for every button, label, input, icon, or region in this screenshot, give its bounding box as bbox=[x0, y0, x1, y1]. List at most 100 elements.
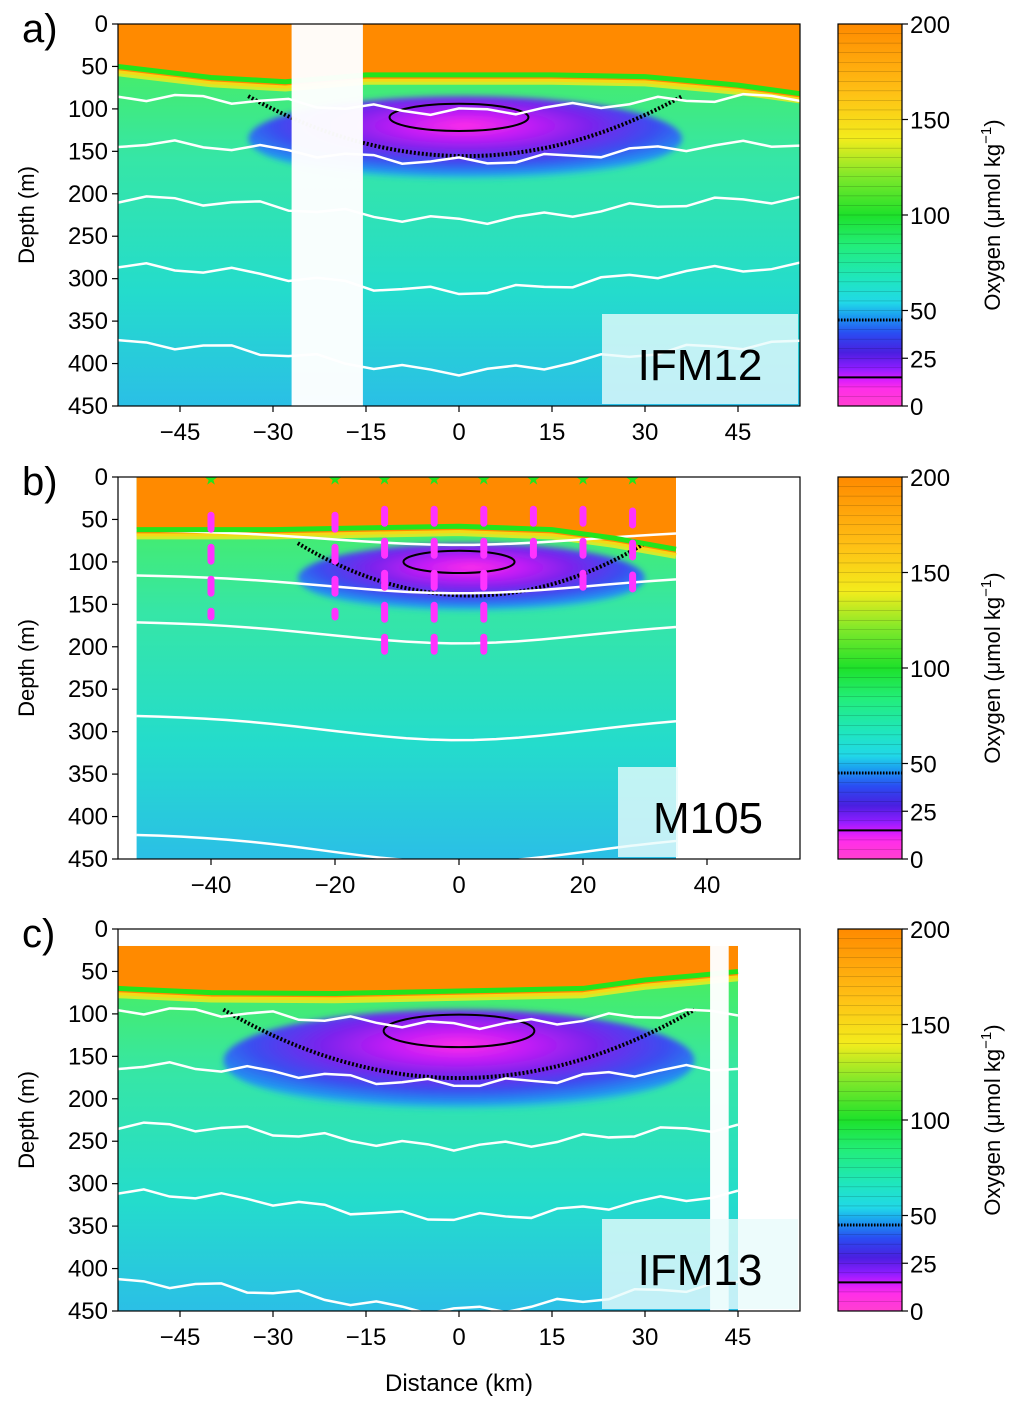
y-tick-label: 50 bbox=[81, 506, 108, 533]
y-tick-label: 0 bbox=[95, 464, 108, 491]
y-tick-label: 350 bbox=[68, 1213, 108, 1240]
min-oxygen-contour bbox=[382, 1013, 536, 1049]
station-star: ★ bbox=[377, 472, 391, 489]
oxygen-section-field bbox=[118, 24, 800, 406]
x-tick-label: 30 bbox=[632, 419, 659, 446]
colorbar-tick-label: 150 bbox=[910, 108, 950, 135]
isopycnal-line bbox=[136, 529, 677, 547]
x-tick-label: −45 bbox=[160, 1324, 201, 1351]
colorbar: 0 25 50 100 150 200 Oxygen (μmol kg−1) bbox=[837, 12, 1005, 421]
colorbar-label: Oxygen (μmol kg−1) bbox=[978, 572, 1005, 763]
cruise-label: M105 bbox=[653, 794, 763, 843]
colorbar-tick-label: 25 bbox=[910, 346, 937, 373]
y-tick-label: 400 bbox=[68, 804, 108, 831]
oxycline-line bbox=[118, 968, 739, 997]
y-tick-label: 150 bbox=[68, 138, 108, 165]
colorbar-label-main: Oxygen (μmol kg bbox=[980, 597, 1005, 764]
oxycline-line bbox=[136, 523, 677, 552]
y-tick-label: 0 bbox=[95, 916, 108, 943]
y-tick-label: 100 bbox=[68, 1001, 108, 1028]
x-tick-label: −30 bbox=[253, 419, 294, 446]
x-tick-label: −15 bbox=[346, 419, 387, 446]
isopycnal-line bbox=[118, 92, 800, 117]
colorbar-tick-label: 0 bbox=[910, 847, 923, 874]
x-tick-label: 40 bbox=[694, 872, 721, 899]
y-tick-label: 300 bbox=[68, 1171, 108, 1198]
y-tick-label: 100 bbox=[68, 549, 108, 576]
y-tick-label: 0 bbox=[95, 11, 108, 38]
station-star: ★ bbox=[204, 472, 218, 489]
hypoxic-contour bbox=[222, 1007, 696, 1080]
y-tick-label: 350 bbox=[68, 761, 108, 788]
x-tick-label: −45 bbox=[160, 419, 201, 446]
colorbar-label-close: ) bbox=[980, 119, 1005, 126]
y-tick-label: 250 bbox=[68, 676, 108, 703]
y-tick-label: 250 bbox=[68, 223, 108, 250]
colorbar-tick-label: 25 bbox=[910, 1251, 937, 1278]
y-tick-label: 100 bbox=[68, 96, 108, 123]
x-tick-label: 0 bbox=[452, 872, 465, 899]
y-tick-label: 400 bbox=[68, 1256, 108, 1283]
isopycnal-line bbox=[118, 195, 800, 226]
y-tick-label: 150 bbox=[68, 1043, 108, 1070]
panel-label: a) bbox=[22, 7, 58, 51]
station-star: ★ bbox=[328, 472, 342, 489]
cruise-label-box bbox=[618, 767, 678, 857]
colorbar-tick-label: 50 bbox=[910, 1204, 937, 1231]
colorbar-tick-label: 100 bbox=[910, 203, 950, 230]
oxycline-line bbox=[118, 63, 800, 97]
min-oxygen-contour bbox=[388, 102, 530, 132]
isopycnal-line bbox=[118, 1188, 739, 1222]
x-tick-label: −30 bbox=[253, 1324, 294, 1351]
isopycnal-line bbox=[136, 833, 677, 859]
x-tick-label: −20 bbox=[315, 872, 356, 899]
colorbar-label-close: ) bbox=[980, 1024, 1005, 1031]
station-star: ★ bbox=[477, 472, 491, 489]
colorbar-tick-label: 150 bbox=[910, 1013, 950, 1040]
colorbar-fill bbox=[838, 477, 902, 859]
cruise-label: IFM13 bbox=[638, 1246, 763, 1295]
y-tick-label: 300 bbox=[68, 719, 108, 746]
eddy-core bbox=[297, 543, 645, 613]
x-tick-label: −15 bbox=[346, 1324, 387, 1351]
colorbar-label: Oxygen (μmol kg−1) bbox=[978, 119, 1005, 310]
cruise-label-box bbox=[602, 314, 798, 404]
cruise-label-box bbox=[602, 1219, 798, 1309]
oxygen-section-field: ★ ★ ★ ★ ★ ★ ★ ★ bbox=[118, 472, 800, 859]
y-tick-label: 450 bbox=[68, 846, 108, 873]
colorbar-tick-label: 0 bbox=[910, 1299, 923, 1326]
colorbar-label-main: Oxygen (μmol kg bbox=[980, 144, 1005, 311]
isopycnal-line bbox=[118, 139, 800, 165]
station-star: ★ bbox=[576, 472, 590, 489]
x-tick-label: 30 bbox=[632, 1324, 659, 1351]
cruise-label: IFM12 bbox=[638, 341, 763, 390]
y-tick-label: 400 bbox=[68, 351, 108, 378]
colorbar-tick-label: 150 bbox=[910, 561, 950, 588]
station-star: ★ bbox=[427, 472, 441, 489]
y-axis-label: Depth (m) bbox=[14, 166, 39, 264]
y-tick-label: 300 bbox=[68, 266, 108, 293]
eddy-core bbox=[223, 1009, 695, 1112]
y-tick-label: 250 bbox=[68, 1128, 108, 1155]
panel-label: c) bbox=[22, 912, 55, 956]
y-tick-label: 200 bbox=[68, 634, 108, 661]
isopycnal-line bbox=[118, 1121, 739, 1152]
isopycnal-line bbox=[136, 714, 677, 742]
isopycnal-line bbox=[118, 1060, 739, 1088]
y-tick-label: 450 bbox=[68, 393, 108, 420]
x-tick-label: −40 bbox=[191, 872, 232, 899]
x-tick-label: 45 bbox=[725, 1324, 752, 1351]
colorbar-tick-label: 200 bbox=[910, 12, 950, 39]
transition-band bbox=[118, 70, 800, 104]
y-tick-label: 200 bbox=[68, 181, 108, 208]
colorbar-label-sup: −1 bbox=[978, 580, 995, 597]
hypoxic-contour bbox=[296, 541, 647, 598]
transition-band bbox=[118, 975, 739, 1004]
colorbar-label-close: ) bbox=[980, 572, 1005, 579]
colorbar-fill bbox=[838, 929, 902, 1311]
colorbar-tick-label: 50 bbox=[910, 752, 937, 779]
colorbar-tick-label: 25 bbox=[910, 799, 937, 826]
isopycnal-line bbox=[118, 1007, 739, 1031]
colorbar: 0 25 50 100 150 200 Oxygen (μmol kg−1) bbox=[837, 917, 1005, 1326]
